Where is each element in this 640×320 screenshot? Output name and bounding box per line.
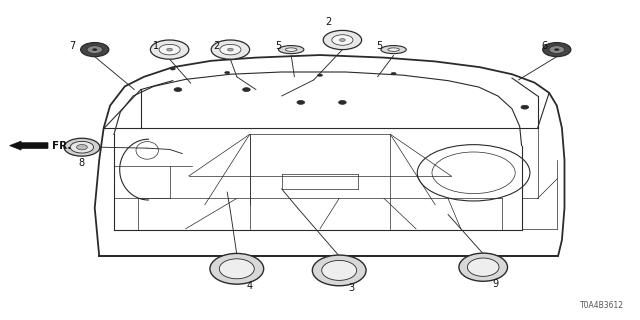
Text: 2: 2 (325, 17, 332, 28)
Circle shape (225, 71, 230, 74)
Text: 6: 6 (541, 41, 547, 52)
Circle shape (543, 43, 571, 57)
Text: 3: 3 (349, 283, 355, 293)
Text: 2: 2 (213, 41, 220, 52)
Ellipse shape (211, 49, 250, 53)
Text: 5: 5 (275, 41, 282, 52)
Circle shape (220, 44, 241, 55)
Circle shape (170, 68, 175, 70)
Circle shape (340, 39, 346, 42)
Ellipse shape (285, 48, 297, 51)
Circle shape (87, 46, 102, 53)
FancyArrow shape (10, 141, 48, 150)
Ellipse shape (210, 253, 264, 284)
Circle shape (77, 145, 87, 150)
Circle shape (159, 44, 180, 55)
Circle shape (391, 72, 396, 75)
Text: 1: 1 (152, 41, 159, 52)
Ellipse shape (388, 48, 399, 51)
Ellipse shape (381, 45, 406, 54)
Ellipse shape (467, 258, 499, 276)
Text: 4: 4 (246, 281, 253, 292)
Circle shape (150, 40, 189, 59)
Text: 5: 5 (376, 41, 383, 52)
Ellipse shape (150, 49, 189, 53)
Circle shape (339, 100, 346, 104)
Text: 8: 8 (79, 158, 85, 168)
Circle shape (521, 105, 529, 109)
Circle shape (297, 100, 305, 104)
Circle shape (174, 88, 182, 92)
Circle shape (243, 88, 250, 92)
Text: FR.: FR. (52, 140, 72, 151)
Circle shape (549, 46, 564, 53)
Circle shape (92, 48, 97, 51)
Circle shape (228, 48, 233, 51)
Circle shape (317, 74, 323, 76)
Ellipse shape (459, 253, 508, 281)
Circle shape (167, 48, 173, 51)
Circle shape (64, 138, 100, 156)
Circle shape (70, 141, 93, 153)
Circle shape (81, 43, 109, 57)
Circle shape (211, 40, 250, 59)
Ellipse shape (312, 255, 366, 286)
Text: 9: 9 (493, 279, 499, 289)
Text: T0A4B3612: T0A4B3612 (580, 301, 624, 310)
Ellipse shape (220, 259, 254, 279)
Ellipse shape (322, 260, 356, 280)
Ellipse shape (278, 45, 304, 54)
Circle shape (323, 30, 362, 50)
Text: 7: 7 (69, 41, 76, 52)
Ellipse shape (323, 39, 362, 44)
Circle shape (332, 35, 353, 45)
Circle shape (554, 48, 559, 51)
